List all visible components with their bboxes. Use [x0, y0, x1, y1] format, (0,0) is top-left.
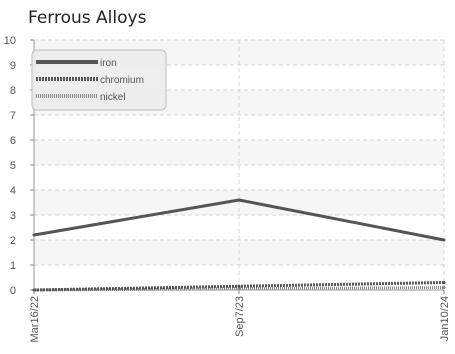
chart-title: Ferrous Alloys: [28, 8, 147, 28]
x-tick-label: Jan10/24: [439, 296, 451, 341]
y-tick-label: 2: [10, 235, 16, 247]
data-point-iron: [442, 238, 446, 242]
y-tick-label: 0: [10, 285, 16, 297]
data-point-chromium: [32, 288, 36, 292]
data-point-iron: [32, 233, 36, 237]
data-point-iron: [237, 198, 241, 202]
data-point-chromium: [442, 281, 446, 284]
data-point-nickel: [237, 287, 241, 291]
y-tick-label: 8: [10, 85, 16, 97]
x-tick-label: Mar16/22: [29, 296, 41, 342]
y-tick-label: 6: [10, 135, 16, 147]
series-line-nickel: [33, 286, 445, 292]
legend-label-nickel: nickel: [100, 92, 126, 103]
y-tick-label: 9: [10, 60, 16, 72]
legend-label-chromium: chromium: [100, 75, 144, 86]
series-lines: [32, 198, 446, 292]
legend-label-iron: iron: [100, 58, 117, 69]
x-tick-label: Sep7/23: [234, 296, 246, 337]
legend-box: [31, 49, 167, 111]
y-tick-label: 5: [10, 160, 16, 172]
data-point-nickel: [442, 286, 446, 289]
y-tick-label: 3: [10, 210, 16, 222]
y-tick-label: 1: [10, 260, 16, 272]
y-tick-label: 10: [4, 35, 16, 47]
y-tick-label: 4: [10, 185, 16, 197]
x-axis-ticks: Mar16/22 Sep7/23 Jan10/24: [29, 290, 451, 342]
data-point-chromium: [237, 284, 241, 288]
y-axis-ticks: 0 1 2 3 4 5 6 7 8 9 10: [4, 35, 34, 297]
legend: iron chromium nickel: [31, 49, 167, 111]
y-tick-label: 7: [10, 110, 16, 122]
